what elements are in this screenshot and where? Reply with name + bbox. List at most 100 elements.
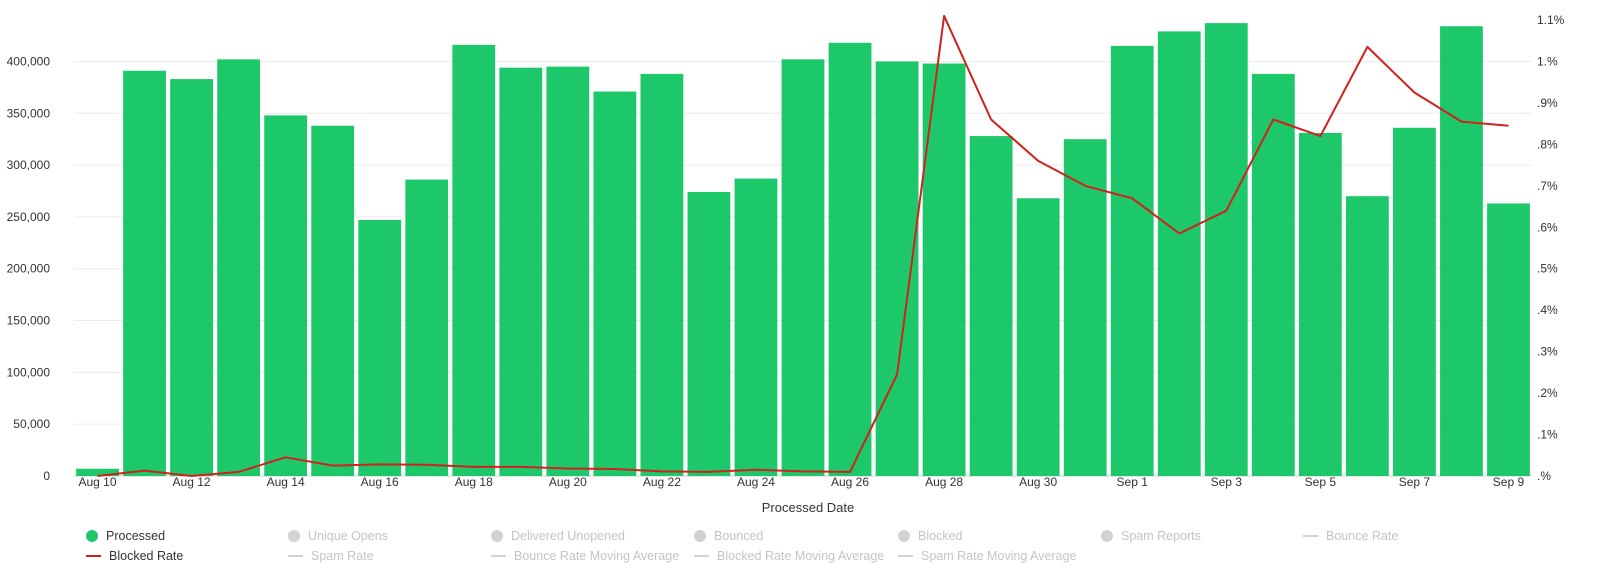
legend-item-blocked-rate[interactable]: Blocked Rate bbox=[86, 547, 183, 565]
right-y-tick-label: .9% bbox=[1537, 96, 1558, 110]
processed-bar[interactable] bbox=[546, 66, 590, 477]
x-tick-label: Aug 22 bbox=[643, 475, 681, 489]
right-y-tick-label: .% bbox=[1537, 469, 1551, 483]
processed-bar[interactable] bbox=[452, 44, 496, 476]
right-y-tick-label: 1.% bbox=[1537, 54, 1558, 68]
processed-bars bbox=[76, 23, 1530, 477]
processed-bar[interactable] bbox=[969, 136, 1013, 476]
legend-label: Blocked bbox=[918, 529, 963, 543]
left-y-axis: 0 50,000 100,000 150,000 200,000 250,000 300,0… bbox=[7, 54, 51, 483]
legend-label: Blocked Rate Moving Average bbox=[717, 549, 885, 563]
x-tick-label: Aug 16 bbox=[361, 475, 399, 489]
x-tick-label: Aug 26 bbox=[831, 475, 869, 489]
legend-line-icon bbox=[491, 555, 506, 557]
x-tick-label: Sep 5 bbox=[1305, 475, 1337, 489]
left-y-tick-label: 250,000 bbox=[7, 210, 51, 224]
x-tick-label: Aug 30 bbox=[1019, 475, 1057, 489]
processed-bar[interactable] bbox=[734, 178, 778, 476]
legend-item-spam-rate-moving-average[interactable]: Spam Rate Moving Average bbox=[898, 547, 1076, 565]
left-y-tick-label: 100,000 bbox=[7, 365, 51, 379]
processed-bar[interactable] bbox=[499, 67, 543, 476]
processed-bar[interactable] bbox=[1204, 23, 1248, 476]
legend-dot-icon bbox=[288, 530, 300, 542]
x-tick-label: Aug 28 bbox=[925, 475, 963, 489]
x-tick-label: Aug 14 bbox=[267, 475, 305, 489]
legend-label: Unique Opens bbox=[308, 529, 388, 543]
processed-bar[interactable] bbox=[1298, 132, 1342, 477]
legend-label: Spam Rate Moving Average bbox=[921, 549, 1077, 563]
x-tick-label: Aug 20 bbox=[549, 475, 587, 489]
processed-bar[interactable] bbox=[640, 73, 684, 477]
processed-bar[interactable] bbox=[1063, 139, 1107, 476]
legend-label: Bounced bbox=[714, 529, 764, 543]
processed-bar[interactable] bbox=[593, 91, 637, 476]
legend-item-bounce-rate[interactable]: Bounce Rate bbox=[1303, 527, 1398, 545]
legend-dot-icon bbox=[1101, 530, 1113, 542]
processed-bar[interactable] bbox=[217, 59, 261, 477]
x-tick-label: Aug 24 bbox=[737, 475, 775, 489]
legend-item-blocked-rate-moving-average[interactable]: Blocked Rate Moving Average bbox=[694, 547, 884, 565]
right-y-tick-label: .1% bbox=[1537, 428, 1558, 442]
processed-bar[interactable] bbox=[1157, 31, 1201, 477]
left-y-tick-label: 200,000 bbox=[7, 262, 51, 276]
processed-bar[interactable] bbox=[1251, 73, 1295, 477]
right-y-tick-label: .4% bbox=[1537, 303, 1558, 317]
right-y-axis: .% .1% .2% .3% .4% .5% .6% .7% .8% .9% 1.% 1.1% bbox=[1537, 13, 1565, 483]
right-y-tick-label: .8% bbox=[1537, 137, 1558, 151]
processed-bar[interactable] bbox=[76, 468, 119, 476]
left-y-tick-label: 350,000 bbox=[7, 106, 51, 120]
left-y-tick-label: 50,000 bbox=[13, 417, 50, 431]
legend-line-icon bbox=[1303, 535, 1318, 537]
legend-label: Delivered Unopened bbox=[511, 529, 625, 543]
processed-bar[interactable] bbox=[1110, 45, 1154, 477]
legend-item-spam-rate[interactable]: Spam Rate bbox=[288, 547, 374, 565]
left-y-tick-label: 400,000 bbox=[7, 54, 51, 68]
processed-bar[interactable] bbox=[405, 179, 449, 476]
processed-bar[interactable] bbox=[1393, 127, 1436, 477]
right-y-tick-label: .5% bbox=[1537, 262, 1558, 276]
processed-bar[interactable] bbox=[170, 79, 213, 476]
processed-bar[interactable] bbox=[358, 220, 402, 476]
legend-item-blocked[interactable]: Blocked bbox=[898, 527, 962, 545]
processed-bar[interactable] bbox=[1345, 196, 1389, 476]
processed-bar[interactable] bbox=[264, 115, 308, 476]
legend-dot-icon bbox=[86, 530, 98, 542]
legend-label: Bounce Rate bbox=[1326, 529, 1399, 543]
x-tick-label: Sep 9 bbox=[1493, 475, 1525, 489]
legend-dot-icon bbox=[491, 530, 503, 542]
legend-line-icon bbox=[898, 555, 913, 557]
blocked-rate-line[interactable] bbox=[97, 14, 1509, 477]
legend-item-unique-opens[interactable]: Unique Opens bbox=[288, 527, 388, 545]
x-tick-label: Sep 1 bbox=[1117, 475, 1149, 489]
legend-item-delivered-unopened[interactable]: Delivered Unopened bbox=[491, 527, 625, 545]
legend-line-icon bbox=[86, 555, 101, 557]
legend-item-spam-reports[interactable]: Spam Reports bbox=[1101, 527, 1201, 545]
legend-dot-icon bbox=[898, 530, 910, 542]
processed-bar[interactable] bbox=[781, 59, 825, 477]
legend-item-processed[interactable]: Processed bbox=[86, 527, 165, 545]
x-tick-label: Aug 18 bbox=[455, 475, 493, 489]
processed-bar[interactable] bbox=[1016, 198, 1060, 476]
x-tick-label: Sep 3 bbox=[1211, 475, 1243, 489]
x-axis-title: Processed Date bbox=[762, 500, 855, 515]
left-y-tick-label: 150,000 bbox=[7, 314, 51, 328]
processed-bar[interactable] bbox=[1440, 26, 1483, 477]
legend-dot-icon bbox=[694, 530, 706, 542]
processed-bar[interactable] bbox=[311, 125, 355, 476]
left-y-tick-label: 0 bbox=[43, 469, 50, 483]
processed-bar[interactable] bbox=[875, 61, 919, 477]
legend-label: Blocked Rate bbox=[109, 549, 184, 563]
x-axis: Aug 10 Aug 12 Aug 14 Aug 16 Aug 18 Aug 20 Aug … bbox=[78, 475, 1524, 489]
legend-item-bounced[interactable]: Bounced bbox=[694, 527, 763, 545]
right-y-tick-label: .7% bbox=[1537, 179, 1558, 193]
processed-bar[interactable] bbox=[828, 42, 872, 477]
processed-bar[interactable] bbox=[687, 192, 731, 476]
processed-bar[interactable] bbox=[1487, 203, 1530, 476]
x-tick-label: Aug 10 bbox=[78, 475, 116, 489]
legend-line-icon bbox=[694, 555, 709, 557]
legend-item-bounce-rate-moving-average[interactable]: Bounce Rate Moving Average bbox=[491, 547, 679, 565]
processed-bar[interactable] bbox=[123, 70, 166, 477]
legend-line-icon bbox=[288, 555, 303, 557]
